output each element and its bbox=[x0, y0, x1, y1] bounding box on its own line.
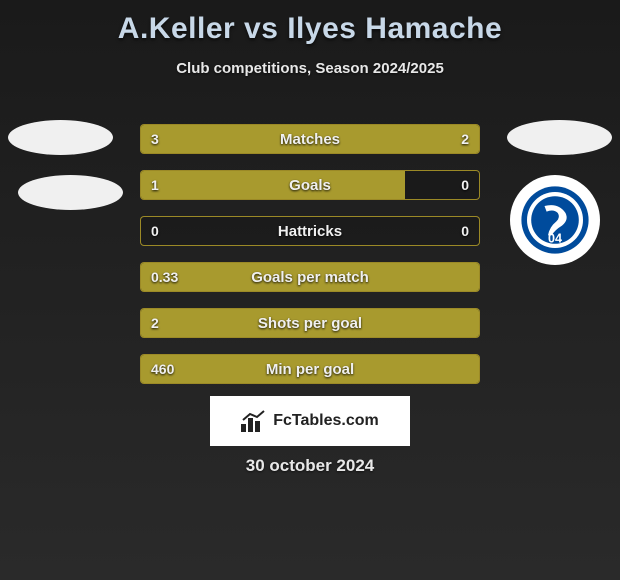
stat-bar-left bbox=[141, 355, 479, 383]
stat-bar-right bbox=[344, 125, 479, 153]
stat-value-right: 0 bbox=[461, 171, 469, 199]
stats-bars: 32Matches10Goals00Hattricks0.33Goals per… bbox=[140, 124, 480, 400]
subtitle: Club competitions, Season 2024/2025 bbox=[0, 60, 620, 77]
stat-row: 10Goals bbox=[140, 170, 480, 200]
player-right-avatar bbox=[507, 120, 612, 155]
stat-row: 460Min per goal bbox=[140, 354, 480, 384]
page-title: A.Keller vs Ilyes Hamache bbox=[0, 0, 620, 46]
stat-label: Hattricks bbox=[141, 217, 479, 245]
stat-value-right: 0 bbox=[461, 217, 469, 245]
branding: FcTables.com bbox=[210, 396, 410, 446]
stat-row: 0.33Goals per match bbox=[140, 262, 480, 292]
stat-value-left: 0 bbox=[151, 217, 159, 245]
schalke-logo-icon: 04 bbox=[520, 185, 590, 255]
player-left-avatar bbox=[8, 120, 113, 155]
stat-row: 32Matches bbox=[140, 124, 480, 154]
player-right-club-logo: 04 bbox=[510, 175, 600, 265]
stat-bar-left bbox=[141, 125, 344, 153]
player-left-club-avatar bbox=[18, 175, 123, 210]
stat-row: 2Shots per goal bbox=[140, 308, 480, 338]
svg-text:04: 04 bbox=[548, 231, 562, 245]
stat-row: 0 0Hattricks bbox=[140, 216, 480, 246]
branding-text: FcTables.com bbox=[273, 412, 379, 430]
date-label: 30 october 2024 bbox=[0, 456, 620, 476]
fctables-logo-icon bbox=[241, 410, 267, 432]
stat-bar-left bbox=[141, 171, 405, 199]
stat-bar-left bbox=[141, 263, 479, 291]
stat-bar-left bbox=[141, 309, 479, 337]
